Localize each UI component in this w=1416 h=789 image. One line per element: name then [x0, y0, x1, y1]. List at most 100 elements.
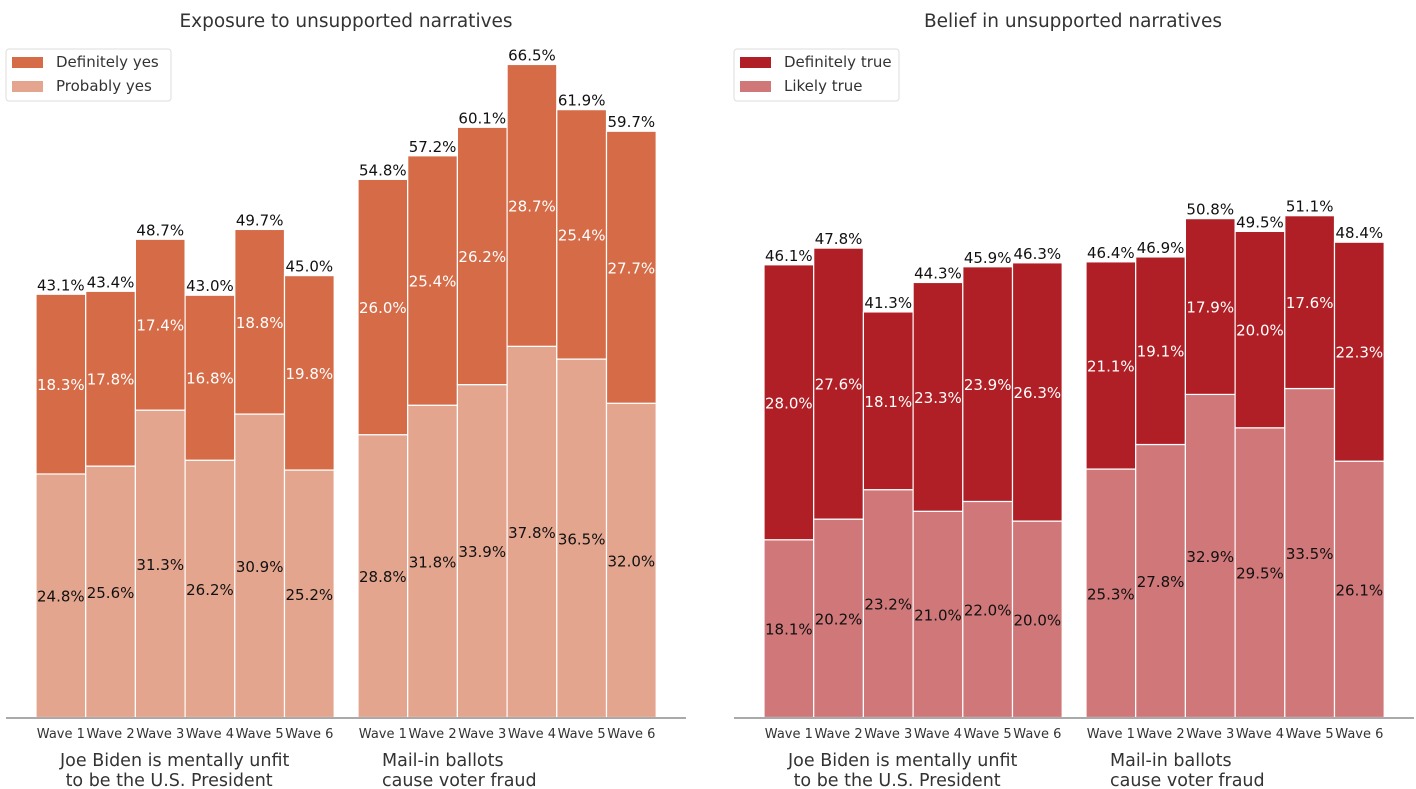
- belief-bar-g2-1-upper: [1085, 261, 1137, 470]
- belief-x-tick-label: Wave 6: [1013, 727, 1061, 742]
- exposure-chart-title: Exposure to unsupported narratives: [179, 11, 512, 32]
- exposure-x-tick-label: Wave 2: [409, 727, 457, 742]
- belief-x-tick-label: Wave 5: [964, 727, 1012, 742]
- exposure-legend-swatch: [12, 81, 43, 92]
- exposure-bar-g2-1-upper: [357, 178, 409, 436]
- belief-x-tick-label: Wave 5: [1286, 727, 1334, 742]
- belief-segment-label: 23.2%: [864, 596, 912, 614]
- belief-bar-g1-1-upper: [763, 264, 815, 541]
- belief-segment-label: 17.9%: [1186, 299, 1234, 317]
- belief-legend-box: [733, 48, 900, 102]
- exposure-bar-g2-5-lower: [556, 358, 608, 719]
- belief-x-tick-label: Wave 3: [1186, 727, 1234, 742]
- exposure-segment-label: 26.2%: [458, 248, 506, 266]
- belief-group-label: cause voter fraud: [1110, 771, 1265, 789]
- belief-bar-g2-6-lower: [1333, 460, 1385, 719]
- belief-x-tick-label: Wave 1: [765, 727, 813, 742]
- exposure-total-label: 43.1%: [37, 276, 85, 294]
- belief-bar-g2-5-lower: [1284, 387, 1336, 719]
- exposure-bar-g1-6-upper: [283, 275, 335, 471]
- exposure-total-label: 45.0%: [286, 258, 334, 276]
- belief-legend-label: Likely true: [784, 77, 863, 95]
- belief-segment-label: 27.6%: [815, 376, 863, 394]
- belief-segment-label: 18.1%: [864, 393, 912, 411]
- belief-bar-g1-5-upper: [962, 266, 1014, 503]
- belief-chart-title: Belief in unsupported narratives: [924, 11, 1222, 32]
- belief-x-tick-label: Wave 2: [815, 727, 863, 742]
- belief-total-label: 46.9%: [1137, 239, 1185, 257]
- belief-segment-label: 23.9%: [964, 376, 1012, 394]
- exposure-segment-label: 18.8%: [236, 314, 284, 332]
- exposure-legend-label: Probably yes: [56, 77, 152, 95]
- belief-legend-swatch: [740, 57, 771, 68]
- exposure-bar-g1-1-lower: [35, 473, 87, 719]
- belief-segment-label: 20.0%: [1014, 611, 1062, 629]
- belief-bar-g2-2-upper: [1135, 256, 1186, 446]
- exposure-legend-box: [5, 48, 172, 102]
- exposure-bar-g2-5-upper: [556, 109, 608, 360]
- belief-x-tick-label: Wave 2: [1137, 727, 1185, 742]
- belief-total-label: 46.3%: [1014, 245, 1062, 263]
- exposure-group-label: to be the U.S. President: [60, 771, 273, 789]
- exposure-segment-label: 18.3%: [37, 376, 85, 394]
- exposure-x-tick-label: Wave 2: [87, 727, 135, 742]
- exposure-segment-label: 28.7%: [508, 197, 556, 215]
- belief-bar-g1-6-lower: [1011, 520, 1063, 719]
- exposure-total-label: 66.5%: [508, 46, 556, 64]
- belief-bar-g2-1-lower: [1085, 468, 1137, 719]
- belief-segment-label: 23.3%: [914, 389, 962, 407]
- exposure-total-label: 59.7%: [608, 113, 656, 131]
- exposure-total-label: 43.4%: [87, 273, 135, 291]
- belief-segment-label: 18.1%: [765, 621, 813, 639]
- belief-x-tick-label: Wave 4: [1236, 727, 1284, 742]
- exposure-bar-g2-6-lower: [605, 402, 657, 719]
- belief-x-tick-label: Wave 3: [864, 727, 912, 742]
- exposure-x-tick-label: Wave 4: [508, 727, 556, 742]
- exposure-x-tick-label: Wave 6: [607, 727, 655, 742]
- exposure-x-tick-label: Wave 5: [236, 727, 284, 742]
- belief-total-label: 46.4%: [1087, 244, 1135, 262]
- belief-total-label: 45.9%: [964, 249, 1012, 267]
- belief-bar-g2-4-upper: [1234, 230, 1286, 429]
- exposure-total-label: 57.2%: [409, 138, 457, 156]
- exposure-segment-label: 25.2%: [286, 586, 334, 604]
- belief-x-tick-label: Wave 1: [1087, 727, 1135, 742]
- exposure-total-label: 49.7%: [236, 211, 284, 229]
- exposure-total-label: 48.7%: [136, 221, 184, 239]
- belief-segment-label: 22.3%: [1336, 344, 1384, 362]
- belief-total-label: 41.3%: [864, 294, 912, 312]
- belief-segment-label: 20.0%: [1236, 322, 1284, 340]
- exposure-bar-g2-4-lower: [506, 345, 558, 719]
- belief-bar-g1-3-upper: [862, 311, 914, 491]
- belief-bar-g1-2-lower: [813, 518, 865, 719]
- exposure-segment-label: 25.4%: [558, 226, 606, 244]
- belief-segment-label: 28.0%: [765, 394, 813, 412]
- belief-bar-g2-3-upper: [1184, 218, 1236, 396]
- belief-total-label: 51.1%: [1286, 198, 1334, 216]
- belief-segment-label: 32.9%: [1186, 548, 1234, 566]
- exposure-x-tick-label: Wave 6: [285, 727, 333, 742]
- exposure-total-label: 43.0%: [186, 277, 234, 295]
- belief-segment-label: 21.0%: [914, 606, 962, 624]
- exposure-x-tick-label: Wave 3: [136, 727, 184, 742]
- belief-group-label: Joe Biden is mentally unfit: [787, 751, 1017, 771]
- belief-total-label: 49.5%: [1236, 213, 1284, 231]
- exposure-bar-g1-1-upper: [35, 293, 87, 475]
- exposure-segment-label: 33.9%: [458, 543, 506, 561]
- belief-legend-swatch: [740, 81, 771, 92]
- belief-segment-label: 33.5%: [1286, 545, 1334, 563]
- belief-bar-g2-2-lower: [1135, 443, 1186, 719]
- exposure-bar-g1-6-lower: [283, 469, 335, 719]
- exposure-segment-label: 37.8%: [508, 524, 556, 542]
- exposure-bar-g1-2-upper: [85, 290, 136, 467]
- exposure-segment-label: 17.4%: [136, 317, 184, 335]
- exposure-segment-label: 32.0%: [608, 552, 656, 570]
- exposure-segment-label: 28.8%: [359, 568, 407, 586]
- belief-segment-label: 29.5%: [1236, 565, 1284, 583]
- belief-total-label: 46.1%: [765, 247, 813, 265]
- belief-bar-g1-6-upper: [1011, 262, 1063, 522]
- belief-x-tick-label: Wave 6: [1335, 727, 1383, 742]
- belief-total-label: 44.3%: [914, 264, 962, 282]
- belief-legend-label: Definitely true: [784, 53, 892, 71]
